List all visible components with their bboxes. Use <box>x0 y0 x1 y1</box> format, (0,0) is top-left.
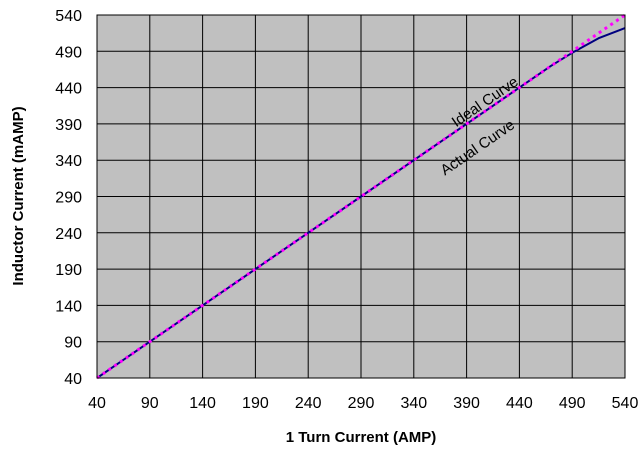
y-tick-label: 90 <box>64 335 82 352</box>
x-tick-label: 390 <box>453 395 480 412</box>
x-tick-label: 190 <box>242 395 269 412</box>
y-tick-label: 240 <box>55 226 82 243</box>
x-tick-label: 440 <box>506 395 533 412</box>
x-tick-label: 540 <box>612 395 639 412</box>
x-tick-label: 90 <box>141 395 159 412</box>
x-tick-label: 40 <box>88 395 106 412</box>
y-tick-label: 440 <box>55 81 82 98</box>
x-axis-title: 1 Turn Current (AMP) <box>286 429 437 446</box>
x-tick-label: 240 <box>295 395 322 412</box>
y-tick-label: 390 <box>55 117 82 134</box>
y-tick-label: 190 <box>55 262 82 279</box>
x-tick-label: 140 <box>189 395 216 412</box>
y-tick-label: 140 <box>55 298 82 315</box>
y-tick-labels: 40 90 140 190 240 290 340 390 440 490 540 <box>55 8 82 388</box>
x-tick-label: 490 <box>559 395 586 412</box>
y-tick-label: 490 <box>55 44 82 61</box>
x-tick-labels: 40 90 140 190 240 290 340 390 440 490 540 <box>88 395 638 412</box>
y-tick-label: 40 <box>64 371 82 388</box>
x-tick-label: 340 <box>400 395 427 412</box>
y-tick-label: 540 <box>55 8 82 25</box>
x-tick-label: 290 <box>348 395 375 412</box>
y-tick-label: 290 <box>55 190 82 207</box>
y-axis-title: Inductor Current (mAMP) <box>10 106 27 285</box>
y-tick-label: 340 <box>55 153 82 170</box>
